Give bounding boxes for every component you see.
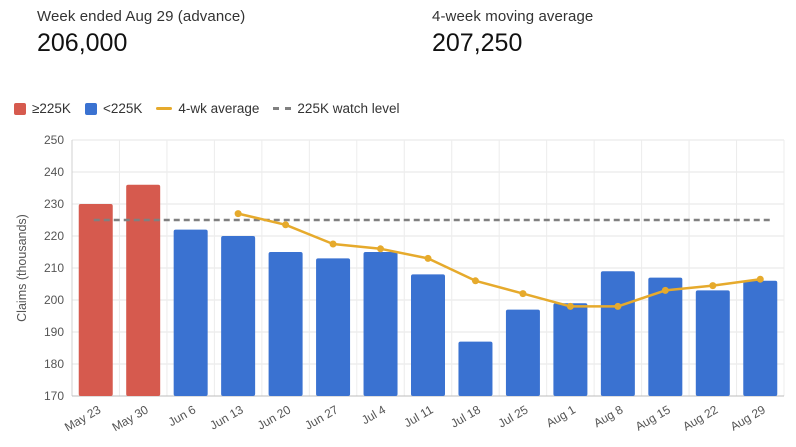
y-tick-label: 200	[44, 293, 64, 307]
average-point	[566, 302, 574, 310]
x-tick-label: Aug 29	[728, 402, 768, 433]
x-tick-label: Jun 6	[166, 402, 199, 429]
bar	[648, 277, 683, 396]
x-tick-label: May 30	[110, 402, 151, 434]
x-tick-label: Aug 22	[680, 402, 720, 433]
y-tick-label: 170	[44, 389, 64, 403]
bar	[316, 258, 351, 396]
x-tick-label: Jul 11	[402, 402, 436, 430]
average-point	[377, 245, 385, 253]
legend-item-high[interactable]: ≥225K	[14, 101, 71, 116]
average-point	[709, 282, 717, 290]
legend-swatch-average	[156, 107, 173, 110]
bar	[553, 303, 588, 396]
x-tick-label: Aug 15	[633, 402, 673, 433]
y-tick-label: 250	[44, 133, 64, 147]
x-tick-label: Jul 25	[496, 402, 531, 430]
legend-label-high: ≥225K	[32, 101, 71, 116]
x-tick-label: Jun 20	[255, 402, 293, 432]
average-point	[424, 254, 432, 262]
kpi-moving-average: 4-week moving average 207,250	[432, 8, 593, 58]
y-tick-label: 220	[44, 229, 64, 243]
y-tick-label: 240	[44, 165, 64, 179]
x-tick-label: Aug 8	[591, 402, 625, 430]
x-tick-label: Jul 18	[448, 402, 483, 430]
bar	[126, 184, 161, 396]
x-tick-label: Jun 27	[302, 402, 340, 432]
legend-swatch-low	[84, 102, 97, 115]
bar	[221, 236, 256, 396]
legend-label-average: 4-wk average	[178, 101, 260, 116]
bar	[78, 204, 113, 396]
legend-label-watch-level: 225K watch level	[297, 101, 400, 116]
average-point	[614, 302, 622, 310]
y-axis-title: Claims (thousands)	[15, 214, 29, 322]
bar	[505, 309, 540, 396]
average-line	[237, 212, 761, 308]
y-tick-label: 210	[44, 261, 64, 275]
kpi-latest-week: Week ended Aug 29 (advance) 206,000	[37, 8, 245, 58]
legend-item-watch-level[interactable]: 225K watch level	[273, 101, 399, 116]
legend-swatch-watch-level	[273, 107, 292, 110]
average-point	[329, 240, 337, 248]
legend-label-low: <225K	[102, 101, 143, 116]
legend-item-average[interactable]: 4-wk average	[156, 101, 259, 116]
bar	[173, 229, 208, 396]
y-tick-label: 190	[44, 325, 64, 339]
bar	[695, 290, 730, 396]
chart-legend: ≥225K <225K 4-wk average 225K watch leve…	[14, 101, 413, 116]
x-tick-label: Aug 1	[544, 402, 578, 430]
bar	[458, 341, 493, 396]
average-point	[519, 290, 527, 298]
kpi-moving-average-value: 207,250	[432, 29, 523, 57]
x-tick-label: Jun 13	[207, 402, 245, 432]
average-point	[756, 275, 764, 283]
bar	[411, 274, 445, 396]
x-tick-label: May 23	[62, 402, 103, 434]
kpi-moving-average-label: 4-week moving average	[432, 8, 594, 25]
average-point	[661, 286, 669, 294]
average-point	[471, 277, 479, 285]
kpi-latest-week-value: 206,000	[37, 29, 128, 57]
average-point	[282, 221, 290, 229]
kpi-latest-week-label: Week ended Aug 29 (advance)	[37, 8, 246, 25]
bar	[743, 280, 778, 396]
bar	[268, 252, 303, 396]
average-point	[234, 210, 242, 218]
bar	[363, 252, 398, 396]
legend-item-low[interactable]: <225K	[84, 101, 143, 116]
bar	[600, 271, 635, 396]
legend-swatch-high	[14, 102, 26, 115]
y-tick-label: 180	[44, 357, 64, 371]
y-tick-label: 230	[44, 197, 64, 211]
x-tick-label: Jul 4	[359, 402, 388, 427]
